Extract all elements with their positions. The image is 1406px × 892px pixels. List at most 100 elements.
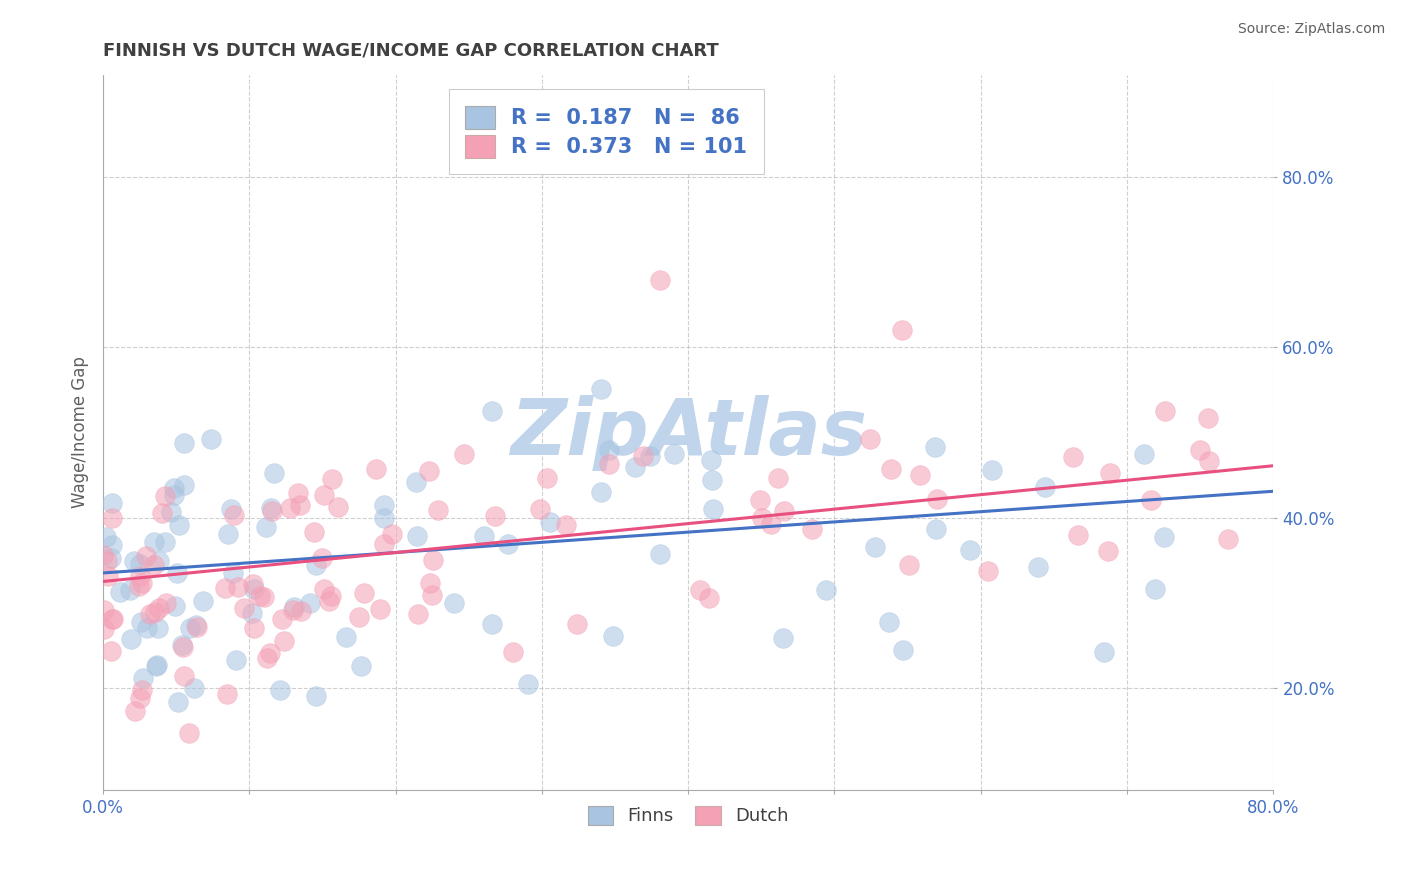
Point xyxy=(118,582,141,597)
Point xyxy=(129,569,152,583)
Point xyxy=(163,599,186,614)
Point xyxy=(278,500,301,515)
Point xyxy=(1026,560,1049,574)
Point xyxy=(305,690,328,704)
Point xyxy=(281,603,304,617)
Point xyxy=(814,582,837,597)
Point xyxy=(179,725,201,739)
Point xyxy=(145,659,167,673)
Point xyxy=(697,591,720,605)
Point xyxy=(321,472,343,486)
Point xyxy=(772,631,794,645)
Legend: Finns, Dutch: Finns, Dutch xyxy=(579,797,797,835)
Point xyxy=(768,471,790,485)
Text: ZipAtlas: ZipAtlas xyxy=(510,394,866,471)
Point xyxy=(131,575,153,590)
Point xyxy=(877,615,900,630)
Point xyxy=(142,558,165,573)
Point xyxy=(217,527,239,541)
Point xyxy=(380,527,402,541)
Point xyxy=(96,554,118,568)
Point xyxy=(1062,450,1084,464)
Point xyxy=(146,621,169,635)
Text: FINNISH VS DUTCH WAGE/INCOME GAP CORRELATION CHART: FINNISH VS DUTCH WAGE/INCOME GAP CORRELA… xyxy=(103,42,718,60)
Point xyxy=(373,498,395,512)
Point xyxy=(172,638,194,652)
Point xyxy=(318,594,340,608)
Point xyxy=(173,669,195,683)
Point xyxy=(700,452,723,467)
Point xyxy=(319,589,342,603)
Point xyxy=(335,630,357,644)
Point xyxy=(908,468,931,483)
Point xyxy=(299,596,322,610)
Point xyxy=(759,517,782,532)
Point xyxy=(1216,532,1239,546)
Point xyxy=(186,618,208,632)
Point xyxy=(751,511,773,525)
Point xyxy=(100,551,122,566)
Point xyxy=(183,681,205,696)
Point xyxy=(186,620,208,634)
Point xyxy=(159,505,181,519)
Point xyxy=(328,500,350,514)
Point xyxy=(368,602,391,616)
Point xyxy=(700,473,723,487)
Point xyxy=(101,612,124,626)
Point xyxy=(242,577,264,591)
Point xyxy=(93,602,115,616)
Point xyxy=(242,582,264,596)
Point xyxy=(350,659,373,673)
Point xyxy=(1033,480,1056,494)
Point xyxy=(256,650,278,665)
Point xyxy=(240,606,263,620)
Point xyxy=(103,612,125,626)
Point xyxy=(219,502,242,516)
Point xyxy=(443,596,465,610)
Point xyxy=(529,501,551,516)
Point xyxy=(749,493,772,508)
Point xyxy=(249,590,271,604)
Point xyxy=(565,617,588,632)
Point xyxy=(173,478,195,492)
Point xyxy=(891,323,914,337)
Point xyxy=(481,616,503,631)
Point xyxy=(1097,544,1119,558)
Point xyxy=(101,510,124,524)
Point xyxy=(253,591,276,605)
Point xyxy=(980,463,1002,477)
Point xyxy=(1197,410,1219,425)
Point xyxy=(498,536,520,550)
Point xyxy=(129,691,152,706)
Point xyxy=(865,541,887,555)
Point xyxy=(502,645,524,659)
Point xyxy=(166,695,188,709)
Point xyxy=(1099,466,1122,480)
Point xyxy=(120,632,142,646)
Point xyxy=(859,432,882,446)
Point xyxy=(93,622,115,636)
Point xyxy=(624,459,647,474)
Point xyxy=(648,548,671,562)
Point xyxy=(405,475,427,489)
Point xyxy=(598,457,620,471)
Point xyxy=(422,553,444,567)
Point xyxy=(129,615,152,629)
Point xyxy=(662,447,685,461)
Point xyxy=(702,501,724,516)
Point xyxy=(143,534,166,549)
Point xyxy=(124,704,146,718)
Point xyxy=(132,672,155,686)
Point xyxy=(97,568,120,582)
Point xyxy=(179,621,201,635)
Point xyxy=(1189,443,1212,458)
Point xyxy=(101,538,124,552)
Point xyxy=(146,657,169,672)
Point xyxy=(128,557,150,571)
Point xyxy=(191,593,214,607)
Point xyxy=(312,488,335,502)
Point xyxy=(287,486,309,500)
Point xyxy=(222,508,245,522)
Point xyxy=(589,382,612,396)
Point xyxy=(94,530,117,544)
